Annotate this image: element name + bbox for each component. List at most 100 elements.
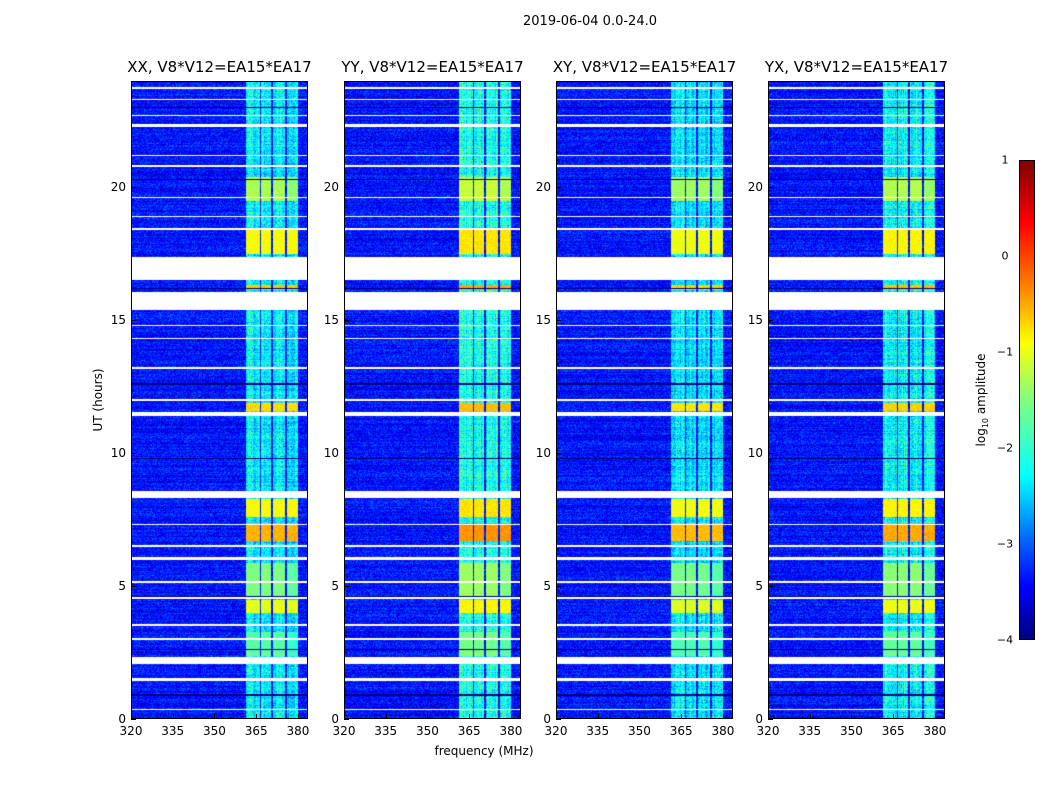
x-tick <box>556 714 557 719</box>
y-axis-label: UT (hours) <box>91 368 105 432</box>
spectrogram-panel: YX, V8*V12=EA15*EA17 320 335 350 365 380 0 5 10 1… <box>748 58 948 738</box>
x-tick-label: 320 <box>544 724 568 738</box>
y-tick <box>131 586 136 588</box>
y-tick <box>768 453 773 455</box>
y-tick-label: 5 <box>118 579 126 594</box>
y-tick-label: 15 <box>535 313 551 328</box>
x-tick <box>131 714 132 719</box>
x-tick <box>934 714 936 719</box>
y-tick <box>556 187 561 189</box>
y-tick <box>556 453 561 455</box>
y-tick-label: 15 <box>110 313 126 328</box>
y-tick <box>344 586 349 588</box>
heatmap-image <box>556 81 733 719</box>
colorbar-tick-label: 0 <box>1001 249 1009 263</box>
x-tick <box>172 714 174 719</box>
panel-title: YY, V8*V12=EA15*EA17 <box>341 58 524 76</box>
colorbar-tick-label: −3 <box>996 537 1014 551</box>
colorbar <box>1019 160 1035 640</box>
y-tick-label: 15 <box>323 313 339 328</box>
x-tick <box>214 714 216 719</box>
x-tick-label: 365 <box>881 724 905 738</box>
y-tick-label: 0 <box>543 712 551 726</box>
x-tick <box>809 714 811 719</box>
y-tick <box>768 586 773 588</box>
spectrogram-panel: XY, V8*V12=EA15*EA17 320 335 350 365 380 0 5 10 1… <box>536 58 736 738</box>
axes-frame <box>131 81 308 719</box>
x-tick-label: 335 <box>161 724 185 738</box>
x-tick <box>297 714 299 719</box>
heatmap-image <box>344 81 521 719</box>
x-tick <box>597 714 599 719</box>
x-tick-label: 320 <box>119 724 143 738</box>
x-tick <box>344 714 345 719</box>
y-tick <box>768 320 773 322</box>
x-tick <box>893 714 895 719</box>
x-tick-label: 335 <box>798 724 822 738</box>
x-tick <box>681 714 683 719</box>
y-tick <box>131 719 136 720</box>
y-tick-label: 10 <box>535 446 551 461</box>
y-tick-label: 0 <box>755 712 763 726</box>
y-tick <box>131 320 136 322</box>
x-axis-label: frequency (MHz) <box>434 744 534 758</box>
y-tick <box>556 719 561 720</box>
y-tick <box>344 453 349 455</box>
y-tick-label: 20 <box>535 180 551 195</box>
x-tick-label: 335 <box>374 724 398 738</box>
y-tick <box>131 187 136 189</box>
x-tick <box>639 714 641 719</box>
y-tick-label: 15 <box>747 313 763 328</box>
y-tick-label: 20 <box>323 180 339 195</box>
y-tick-label: 10 <box>323 446 339 461</box>
x-tick-label: 365 <box>244 724 268 738</box>
x-tick-label: 365 <box>669 724 693 738</box>
figure-title: 2019-06-04 0.0-24.0 <box>523 14 657 29</box>
axes-frame <box>344 81 521 719</box>
x-tick-label: 350 <box>840 724 863 738</box>
x-tick-label: 380 <box>499 724 523 738</box>
spectrogram-panel: XX, V8*V12=EA15*EA17 320 335 350 365 380 0 5 10 1… <box>111 58 312 738</box>
y-tick <box>556 586 561 588</box>
x-tick-label: 380 <box>286 724 310 738</box>
colorbar-tick-label: 1 <box>1001 153 1009 167</box>
x-tick-label: 320 <box>332 724 356 738</box>
y-tick-label: 10 <box>110 446 126 461</box>
x-tick-label: 365 <box>457 724 481 738</box>
y-tick <box>344 719 349 720</box>
y-tick <box>344 187 349 189</box>
x-tick-label: 350 <box>203 724 226 738</box>
x-tick <box>427 714 429 719</box>
x-tick <box>469 714 471 719</box>
x-tick-label: 320 <box>756 724 780 738</box>
y-tick <box>344 320 349 322</box>
panel-title: XY, V8*V12=EA15*EA17 <box>552 58 737 76</box>
x-tick <box>385 714 387 719</box>
y-tick-label: 0 <box>118 712 126 726</box>
x-tick <box>510 714 512 719</box>
y-tick-label: 20 <box>110 180 126 195</box>
x-tick-label: 350 <box>416 724 439 738</box>
y-tick-label: 0 <box>331 712 339 726</box>
axes-frame <box>768 81 945 719</box>
x-tick-label: 335 <box>586 724 610 738</box>
x-tick-label: 350 <box>628 724 651 738</box>
x-tick <box>256 714 258 719</box>
y-tick <box>768 719 773 720</box>
y-tick <box>768 187 773 189</box>
heatmap-image <box>768 81 945 719</box>
colorbar-tick-label: −4 <box>996 633 1014 647</box>
colorbar-label: log10 amplitude <box>973 353 991 447</box>
y-tick <box>556 320 561 322</box>
y-tick-label: 10 <box>747 446 763 461</box>
x-tick-label: 380 <box>923 724 947 738</box>
x-tick-label: 380 <box>711 724 735 738</box>
spectrogram-panel: YY, V8*V12=EA15*EA17 320 335 350 365 380 0 5 10 1… <box>324 58 524 738</box>
panel-title: YX, V8*V12=EA15*EA17 <box>764 58 949 76</box>
y-tick-label: 5 <box>331 579 339 594</box>
colorbar-tick-label: −1 <box>996 345 1014 359</box>
heatmap-image <box>131 81 308 719</box>
panel-title: XX, V8*V12=EA15*EA17 <box>127 58 312 76</box>
x-tick <box>768 714 769 719</box>
